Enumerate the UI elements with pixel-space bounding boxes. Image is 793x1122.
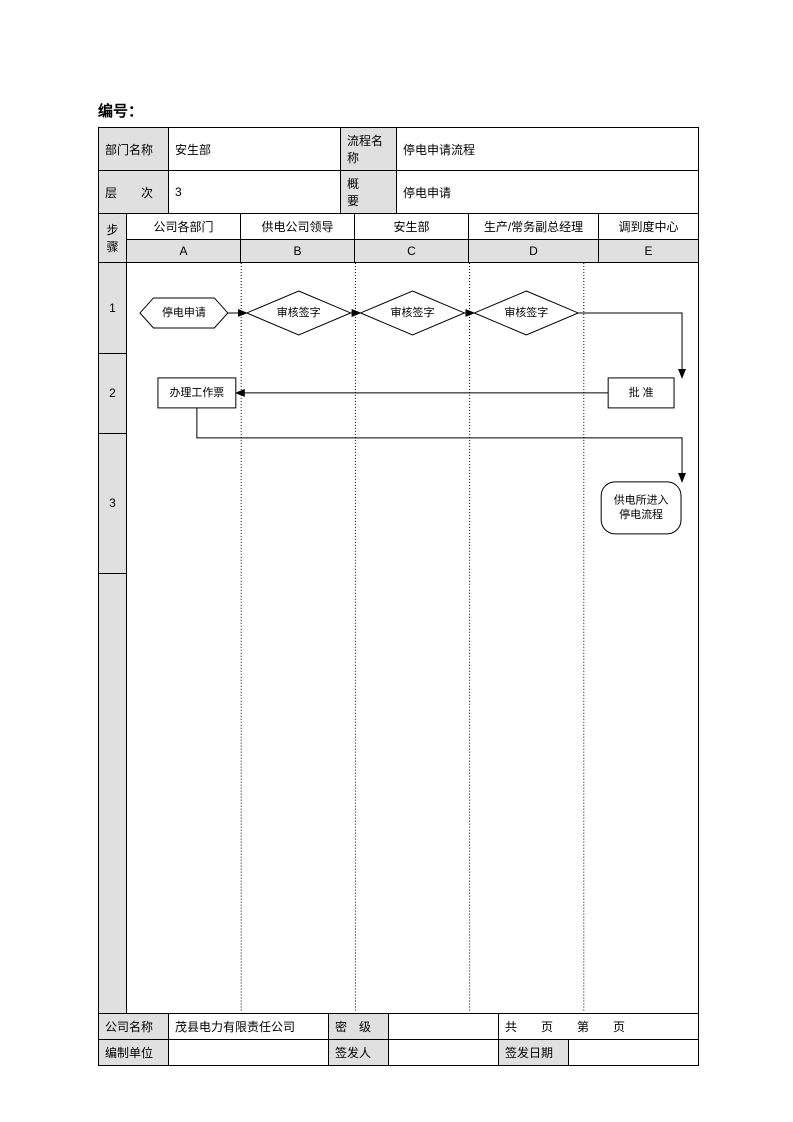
secret-value: [389, 1014, 499, 1040]
row-2-num: 2: [99, 353, 127, 433]
numbering-label: 编号：: [98, 100, 698, 121]
col-title-4: 调到度中心: [599, 214, 699, 240]
company-label: 公司名称: [99, 1014, 169, 1040]
flowchart-cell: 停电申请 审核签字 审核签字 审核签字批 准 办理工作票供电所进入停电流程: [127, 263, 699, 1013]
compiler-value: [169, 1039, 329, 1065]
flowchart-svg: 停电申请 审核签字 审核签字 审核签字批 准 办理工作票供电所进入停电流程: [127, 263, 698, 1013]
col-letter-0: A: [127, 240, 241, 263]
svg-text:批 准: 批 准: [629, 385, 654, 399]
col-letter-1: B: [241, 240, 355, 263]
column-header-table: 步骤 公司各部门 供电公司领导 安生部 生产/常务副总经理 调到度中心 A B …: [98, 214, 699, 263]
svg-text:供电所进入: 供电所进入: [614, 493, 669, 507]
svg-text:办理工作票: 办理工作票: [169, 386, 224, 399]
svg-text:审核签字: 审核签字: [391, 305, 435, 319]
footer-row-1: 公司名称 茂县电力有限责任公司 密 级 共 页 第 页: [99, 1014, 699, 1040]
footer-row-2: 编制单位 签发人 签发日期: [99, 1039, 699, 1065]
col-letter-4: E: [599, 240, 699, 263]
company-value: 茂县电力有限责任公司: [169, 1014, 329, 1040]
row-1-num: 1: [99, 263, 127, 353]
dept-label: 部门名称: [99, 128, 169, 171]
col-title-3: 生产/常务副总经理: [469, 214, 599, 240]
svg-text:停电申请: 停电申请: [162, 305, 206, 319]
summary-label: 概 要: [341, 171, 397, 214]
header-row-2: 层 次 3 概 要 停电申请: [99, 171, 699, 214]
issue-date-value: [569, 1039, 699, 1065]
level-label: 层 次: [99, 171, 169, 214]
row-3-num: 3: [99, 433, 127, 573]
svg-text:审核签字: 审核签字: [504, 305, 548, 319]
col-title-1: 供电公司领导: [241, 214, 355, 240]
footer-table: 公司名称 茂县电力有限责任公司 密 级 共 页 第 页 编制单位 签发人 签发日…: [98, 1014, 699, 1066]
process-label: 流程名称: [341, 128, 397, 171]
level-value: 3: [169, 171, 341, 214]
svg-text:审核签字: 审核签字: [277, 305, 321, 319]
row-spacer: [99, 573, 127, 1013]
col-letter-2: C: [355, 240, 469, 263]
compiler-label: 编制单位: [99, 1039, 169, 1065]
col-letter-3: D: [469, 240, 599, 263]
process-form-table: 部门名称 安生部 流程名称 停电申请流程 层 次 3 概 要 停电申请: [98, 127, 699, 214]
issuer-value: [389, 1039, 499, 1065]
issuer-label: 签发人: [329, 1039, 389, 1065]
flow-body-table: 1 停电申请 审核签字 审核签字 审核签字批 准 办理工作票供电所进入停电流程 2 3: [98, 263, 699, 1014]
summary-value: 停电申请: [397, 171, 699, 214]
issue-date-label: 签发日期: [499, 1039, 569, 1065]
svg-text:停电流程: 停电流程: [619, 507, 663, 521]
col-title-2: 安生部: [355, 214, 469, 240]
header-row-1: 部门名称 安生部 流程名称 停电申请流程: [99, 128, 699, 171]
dept-value: 安生部: [169, 128, 341, 171]
process-value: 停电申请流程: [397, 128, 699, 171]
col-title-0: 公司各部门: [127, 214, 241, 240]
steps-label: 步骤: [99, 214, 127, 263]
secret-label: 密 级: [329, 1014, 389, 1040]
pages-text: 共 页 第 页: [499, 1014, 699, 1040]
